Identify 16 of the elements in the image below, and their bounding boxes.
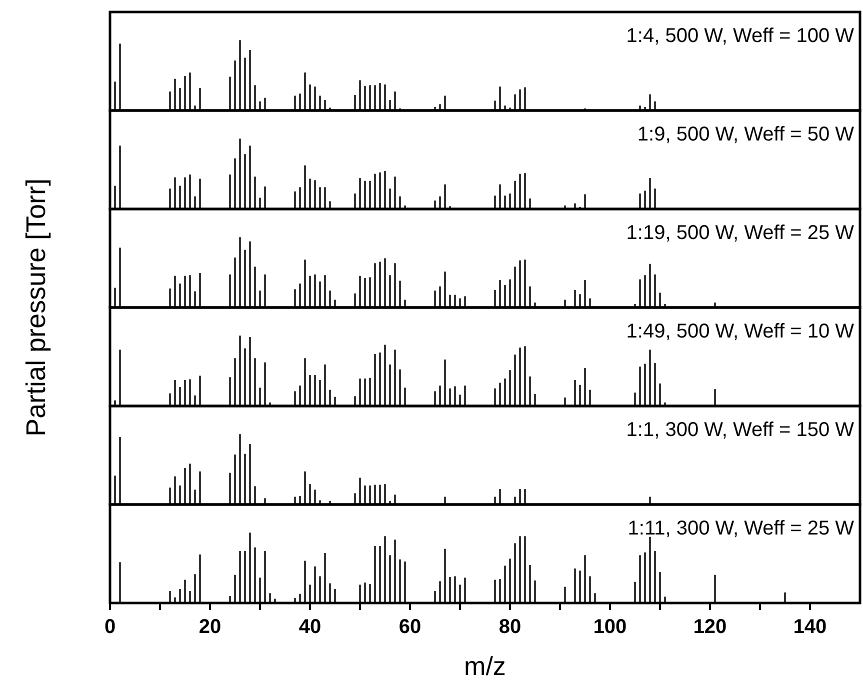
x-tick-label: 0: [104, 616, 116, 638]
y-axis-title: Partial pressure [Torr]: [21, 178, 51, 437]
annotation: 1:9, 500 W, Weff = 50 W: [637, 124, 854, 146]
annotation: 1:19, 500 W, Weff = 25 W: [626, 222, 854, 244]
x-tick-label: 40: [298, 616, 322, 638]
x-tick-label: 60: [398, 616, 422, 638]
annotation: 1:4, 500 W, Weff = 100 W: [626, 25, 854, 47]
annotation: 1:11, 300 W, Weff = 25 W: [628, 518, 854, 540]
annotation: 1:1, 300 W, Weff = 150 W: [626, 419, 854, 441]
x-axis-title: m/z: [464, 651, 506, 681]
x-tick-label: 80: [498, 616, 522, 638]
x-tick-label: 120: [693, 616, 727, 638]
annotation: 1:49, 500 W, Weff = 10 W: [626, 320, 854, 342]
x-tick-label: 140: [793, 616, 827, 638]
x-tick-label: 100: [593, 616, 627, 638]
x-tick-label: 20: [198, 616, 222, 638]
